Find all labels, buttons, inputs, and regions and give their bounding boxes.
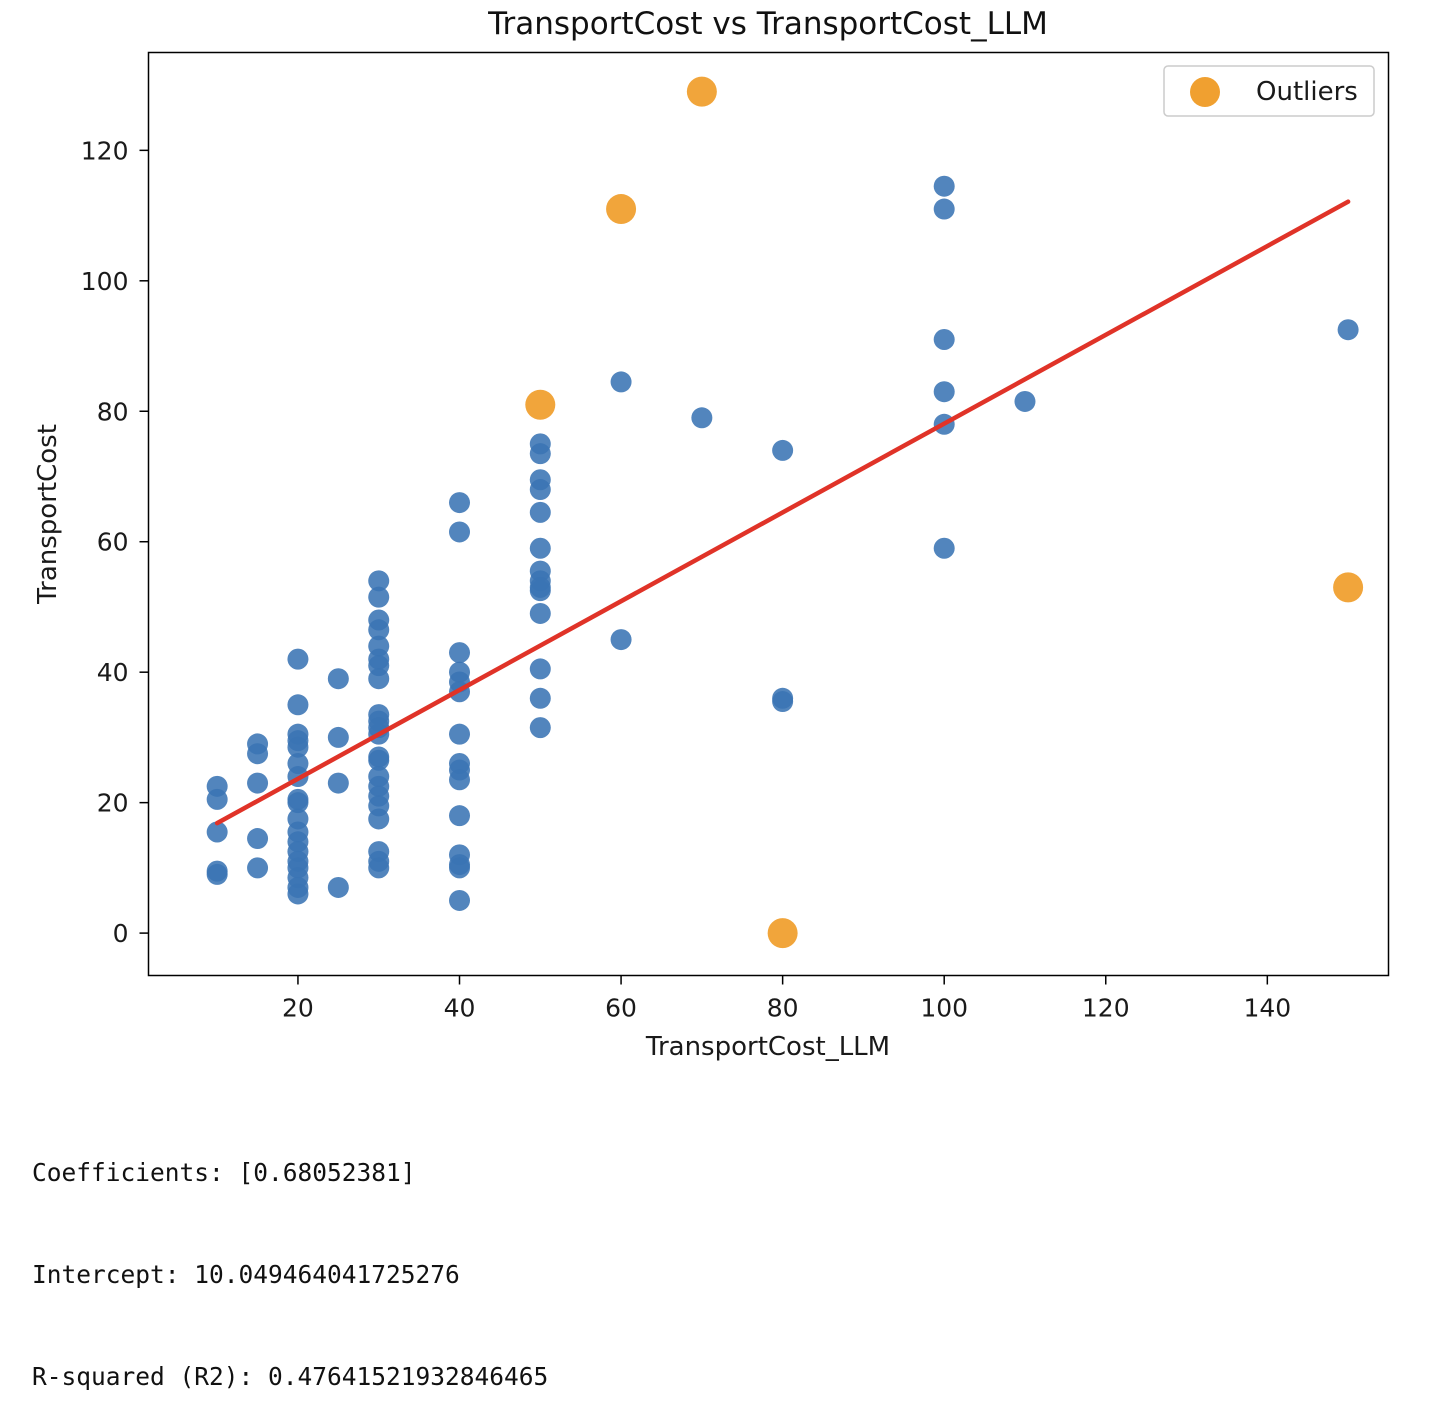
data-point xyxy=(449,805,471,827)
data-point xyxy=(933,329,955,351)
scatter-chart: TransportCost vs TransportCost_LLM 20 40 6… xyxy=(33,6,1390,1062)
outlier-point xyxy=(686,76,717,107)
data-point xyxy=(368,749,390,771)
plot-area xyxy=(206,76,1364,949)
data-point xyxy=(206,788,228,810)
data-point xyxy=(933,175,955,197)
data-point xyxy=(529,602,551,624)
data-point xyxy=(368,668,390,690)
legend-outliers-label: Outliers xyxy=(1256,77,1358,107)
data-point xyxy=(610,371,632,393)
data-point xyxy=(287,792,309,814)
data-point xyxy=(287,694,309,716)
intercept-line: Intercept: 10.049464041725276 xyxy=(32,1260,460,1289)
x-tick-label: 80 xyxy=(767,994,799,1023)
data-point xyxy=(449,857,471,879)
data-point xyxy=(247,743,269,765)
x-tick-label: 60 xyxy=(605,994,637,1023)
data-point xyxy=(1014,390,1036,412)
y-tick-label: 120 xyxy=(81,136,129,165)
x-axis: 20 40 60 80 100 120 140 xyxy=(282,975,1291,1023)
outlier-point xyxy=(606,194,637,225)
data-point xyxy=(449,723,471,745)
data-point xyxy=(529,687,551,709)
data-point xyxy=(206,863,228,885)
data-point xyxy=(206,821,228,843)
data-point xyxy=(1337,319,1359,341)
data-point xyxy=(368,570,390,592)
data-point xyxy=(772,691,794,713)
data-point xyxy=(327,772,349,794)
data-point xyxy=(449,492,471,514)
data-point xyxy=(449,889,471,911)
data-point xyxy=(529,443,551,465)
x-tick-label: 40 xyxy=(444,994,476,1023)
legend-outliers-marker xyxy=(1190,77,1220,107)
legend-box xyxy=(1163,65,1375,117)
data-point xyxy=(247,857,269,879)
x-tick-label: 20 xyxy=(282,994,314,1023)
plot-frame xyxy=(147,51,1390,977)
legend: Outliers xyxy=(1163,65,1375,117)
data-point xyxy=(287,648,309,670)
data-point xyxy=(691,407,713,429)
outlier-point xyxy=(767,918,798,949)
data-point xyxy=(610,629,632,651)
data-point xyxy=(247,828,269,850)
data-point xyxy=(529,501,551,523)
data-point xyxy=(449,769,471,791)
data-point xyxy=(933,381,955,403)
chart-title: TransportCost vs TransportCost_LLM xyxy=(487,6,1048,42)
x-tick-label: 120 xyxy=(1082,994,1130,1023)
outlier-point xyxy=(525,389,556,420)
console-output: Coefficients: [0.68052381] Intercept: 10… xyxy=(32,1088,548,1428)
y-tick-label: 100 xyxy=(81,267,129,296)
data-point xyxy=(449,521,471,543)
x-tick-label: 100 xyxy=(920,994,968,1023)
data-point xyxy=(368,619,390,641)
data-point xyxy=(933,537,955,559)
y-axis: 0 20 40 60 80 100 120 xyxy=(81,136,149,948)
data-point xyxy=(529,537,551,559)
data-point xyxy=(327,726,349,748)
data-point xyxy=(529,658,551,680)
data-point xyxy=(368,857,390,879)
data-point xyxy=(529,717,551,739)
y-tick-label: 80 xyxy=(97,397,129,426)
data-point xyxy=(529,479,551,501)
data-point xyxy=(327,668,349,690)
outlier-point xyxy=(1333,572,1364,603)
data-point xyxy=(449,642,471,664)
coefficients-line: Coefficients: [0.68052381] xyxy=(32,1158,416,1187)
data-point xyxy=(933,198,955,220)
x-tick-label: 140 xyxy=(1243,994,1291,1023)
data-point xyxy=(327,876,349,898)
y-tick-label: 40 xyxy=(97,658,129,687)
r-squared-line: R-squared (R2): 0.47641521932846465 xyxy=(32,1362,549,1391)
data-point xyxy=(368,586,390,608)
regression-line xyxy=(214,199,1351,826)
data-point xyxy=(287,736,309,758)
y-tick-label: 0 xyxy=(113,919,129,948)
x-axis-label: TransportCost_LLM xyxy=(645,1032,890,1062)
y-tick-label: 60 xyxy=(97,528,129,557)
data-point xyxy=(287,883,309,905)
data-point xyxy=(772,439,794,461)
y-tick-label: 20 xyxy=(97,789,129,818)
data-point xyxy=(529,580,551,602)
y-axis-label: TransportCost xyxy=(33,424,63,605)
data-point xyxy=(247,772,269,794)
data-point xyxy=(368,808,390,830)
